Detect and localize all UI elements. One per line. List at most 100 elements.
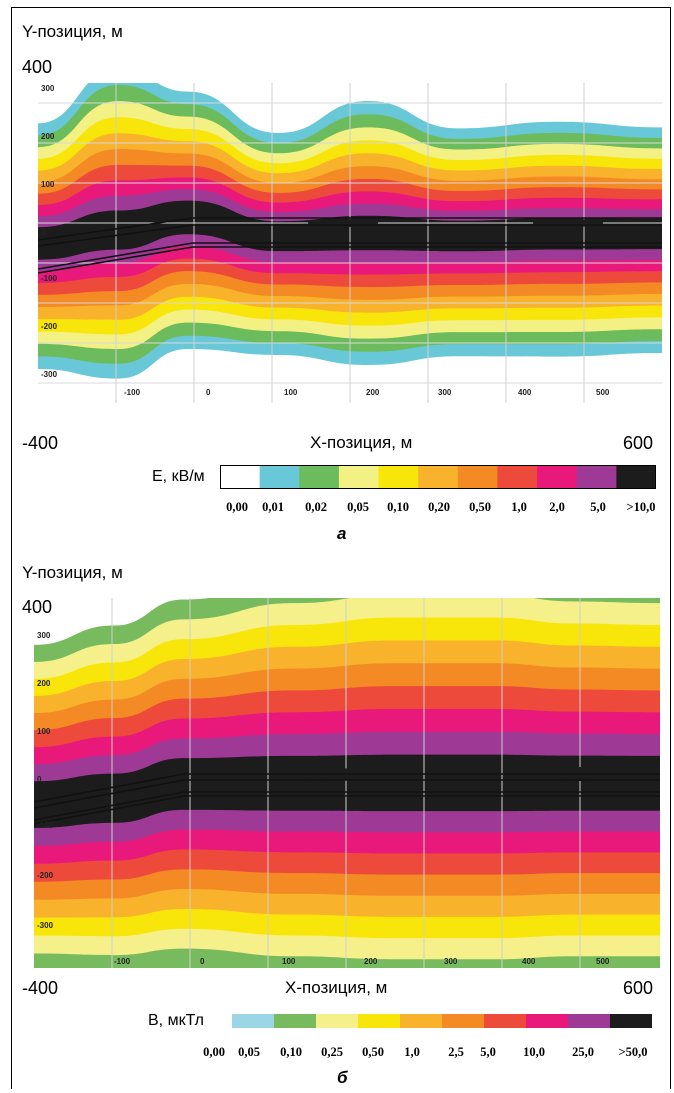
colorbar-swatch [358,1014,401,1028]
colorbar-value: 5,0 [480,1045,496,1059]
x-tick-label: 400 [518,388,532,397]
power-line [34,791,660,821]
x-axis-title-a: X-позиция, м [310,433,413,452]
colorbar-value: 0,00 [226,500,248,514]
colorbar-swatch [457,465,498,489]
colorbar-value: 0,05 [238,1045,260,1059]
y-tick-label: 0 [41,228,46,237]
heatmap-b-field: 300 200 100 0 -100 -200 -300 -100 0 100 200 300 400 5… [34,598,660,968]
caption-b: б [337,1068,348,1087]
y-tick-label: 300 [37,631,51,640]
x-min-label-b: -400 [22,978,59,998]
x-tick-label: -100 [114,957,131,966]
y-axis-title-a: Y-позиция, м [22,22,123,41]
x-tick-label: 500 [596,957,610,966]
y-tick-label: -200 [37,871,54,880]
colorbar-swatch [400,1014,443,1028]
colorbar-value: 0,50 [469,500,491,514]
colorbar-swatch [220,465,261,489]
y-max-label-b: 400 [22,597,53,617]
y-tick-label: 200 [41,132,55,141]
x-tick-label: 200 [366,388,380,397]
colorbar-swatch [338,465,380,489]
colorbar-swatch [568,1014,611,1028]
y-max-label-a: 400 [22,57,53,77]
y-tick-label: -100 [37,821,54,830]
colorbar-swatch [274,1014,317,1028]
colorbar-swatch [232,1014,275,1028]
colorbar-value: >10,0 [626,500,656,514]
colorbar-value: 0,10 [387,500,409,514]
x-tick-label: 300 [438,388,452,397]
x-tick-label: 200 [364,957,378,966]
colorbar-a [220,465,656,489]
power-line [38,224,662,247]
y-tick-label: -300 [41,370,58,379]
y-tick-label: -300 [37,921,54,930]
colorbar-swatch [537,465,578,489]
colorbar-swatch [526,1014,569,1028]
x-max-label-b: 600 [623,978,654,998]
x-tick-label: 400 [522,957,536,966]
colorbar-value: 1,0 [404,1045,420,1059]
x-tick-label: 0 [206,388,211,397]
power-line [34,795,660,825]
colorbar-swatch [378,465,419,489]
colorbar-value: 5,0 [590,500,606,514]
y-axis-title-b: Y-позиция, м [22,563,123,582]
colorbar-value: 1,0 [511,500,527,514]
y-tick-label: 200 [37,679,51,688]
y-tick-label: -200 [41,322,58,331]
x-tick-label: 0 [200,957,205,966]
colorbar-swatch [259,465,300,489]
y-tick-label: -100 [41,274,58,283]
colorbar-value: 0,50 [362,1045,384,1059]
colorbar-values-a: 0,00 0,01 0,02 0,05 0,10 0,20 0,50 1,0 2,0 5,0 >10… [0,500,674,516]
y-tick-label: 100 [37,727,51,736]
colorbar-swatch [616,465,656,489]
colorbar-value: 2,0 [549,500,565,514]
colorbar-title-a: E, кВ/м [152,468,205,485]
y-tick-label: 0 [37,775,42,784]
caption-a: а [337,524,347,543]
colorbar-swatch [497,465,538,489]
figure-frame [11,7,671,1089]
colorbar-value: 10,0 [523,1045,545,1059]
y-tick-label: 100 [41,180,55,189]
colorbar-swatch [299,465,340,489]
x-axis-title-b: X-позиция, м [285,978,388,997]
power-line [38,242,662,270]
colorbar-value: >50,0 [618,1045,648,1059]
colorbar-outline [220,465,656,489]
x-max-label-a: 600 [623,433,654,453]
colorbar-title-b: B, мкТл [148,1012,204,1029]
colorbar-value: 0,02 [305,500,327,514]
y-tick-label: 300 [41,84,55,93]
colorbar-value: 2,5 [448,1045,464,1059]
colorbar-value: 25,0 [572,1045,594,1059]
colorbar-value: 0,10 [280,1045,302,1059]
power-line [34,779,660,809]
power-line [38,217,662,241]
x-min-label-a: -400 [22,433,59,453]
colorbar-value: 0,00 [203,1045,225,1059]
colorbar-value: 0,25 [321,1045,343,1059]
x-tick-label: 500 [596,388,610,397]
x-tick-label: 100 [282,957,296,966]
power-line [34,773,660,803]
colorbar-swatch [418,465,459,489]
colorbar-value: 0,05 [347,500,369,514]
colorbar-value: 0,20 [428,500,450,514]
x-tick-label: 300 [444,957,458,966]
colorbar-swatch [576,465,617,489]
colorbar-swatch [484,1014,527,1028]
colorbar-values-b: 0,00 0,05 0,10 0,25 0,50 1,0 2,5 5,0 10,0 25,0 >50… [0,1045,674,1061]
power-line [38,246,662,274]
x-tick-label: 100 [284,388,298,397]
colorbar-swatch [610,1014,652,1028]
heatmap-e-field: 300 200 100 0 -100 -200 -300 -100 0 100 200 300 400 5… [38,83,662,403]
colorbar-b [232,1014,652,1028]
colorbar-swatch [442,1014,485,1028]
colorbar-value: 0,01 [262,500,284,514]
colorbar-swatch [316,1014,359,1028]
